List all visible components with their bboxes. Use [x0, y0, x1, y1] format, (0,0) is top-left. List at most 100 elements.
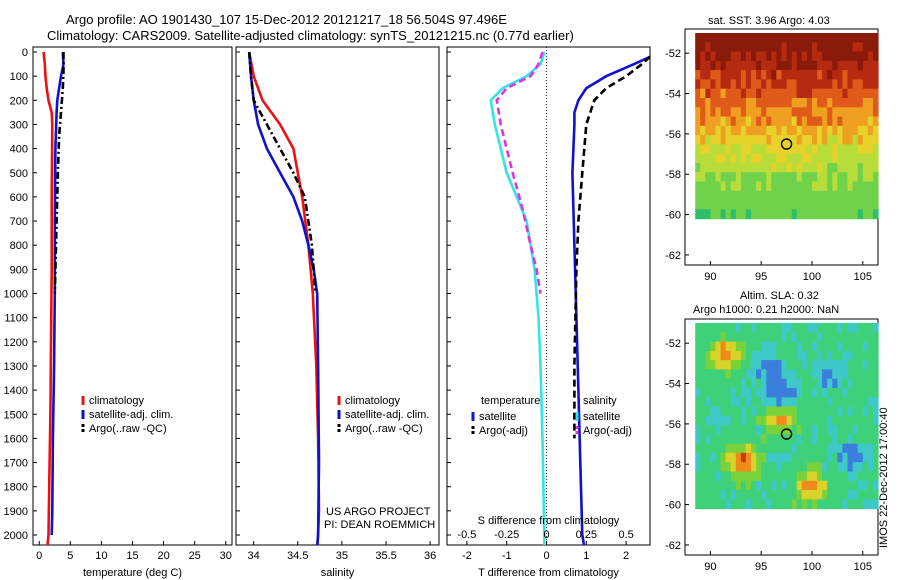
sla_map-cell: [817, 332, 823, 343]
sst_map-cell: [735, 79, 742, 90]
depth-tick-label: 200: [10, 95, 28, 107]
sst_map-cell: [796, 135, 803, 145]
sla_map-cell: [822, 462, 828, 473]
sla_map-cell: [761, 388, 767, 398]
sla_map-cell: [847, 388, 854, 398]
sla_map-cell: [725, 443, 732, 454]
sst_map-cell: [786, 51, 793, 62]
sla_map-cell: [796, 434, 803, 445]
sst_map-cell: [720, 88, 727, 99]
sla_map-cell: [725, 369, 732, 380]
depth-tick-label: 300: [10, 119, 28, 131]
temperature-xtick-label: 5: [67, 550, 73, 562]
sla_map-panel: 90 95 100 105-52-54-56-58-60-62: [665, 318, 879, 573]
sst_map-cell: [776, 135, 783, 145]
sst_map-cell: [837, 60, 844, 71]
sla_map-cell: [862, 452, 869, 463]
sst_map-cell: [827, 153, 833, 164]
depth-tick-label: 1100: [4, 313, 28, 325]
sla_map-cell: [776, 425, 783, 435]
temperature-series-2: [53, 52, 65, 294]
sst_map-cell: [725, 153, 732, 164]
sst_map-cell: [862, 209, 869, 220]
sst_map-cell: [862, 162, 869, 173]
sla_map-cell: [735, 490, 742, 500]
sla_map-cell: [827, 443, 833, 454]
sst_map-cell: [756, 209, 762, 220]
sst_map-cell: [827, 51, 833, 62]
sla_map-cell: [862, 388, 869, 398]
sst_map-cell: [837, 162, 844, 173]
sla_map-cell: [766, 471, 772, 482]
sla_map-cell: [710, 406, 717, 417]
sla_map-cell: [857, 480, 864, 491]
sst_map-cell: [847, 153, 854, 164]
sst_map-cell: [700, 33, 706, 43]
sst_map-cell: [735, 88, 742, 99]
sla_map-cell: [700, 397, 706, 408]
sst_map-cell: [705, 144, 711, 155]
sla_map-cell: [710, 434, 717, 445]
sla_map-cell: [710, 471, 717, 482]
sst_map-cell: [867, 88, 874, 99]
sla_map-cell: [700, 332, 706, 343]
sla_map-cell: [786, 350, 793, 361]
sst_map-cell: [725, 162, 732, 173]
sla_map-cell: [710, 350, 717, 361]
sst_map-cell: [796, 116, 803, 127]
sla_map-cell: [832, 415, 838, 426]
sla_map-cell: [725, 490, 732, 500]
sla_map-cell: [695, 452, 701, 463]
sla_map-cell: [715, 397, 722, 408]
sst_map-cell: [806, 181, 813, 192]
sla_map-cell: [710, 378, 717, 389]
sst_map-cell: [781, 33, 788, 43]
sla_map-cell: [842, 388, 849, 398]
sla_map-cell: [832, 425, 838, 435]
sst_map-cell: [710, 144, 717, 155]
sst_map-cell: [852, 33, 859, 43]
sst_map-cell: [806, 107, 813, 118]
sla_map-cell: [740, 499, 747, 510]
sla_map-cell: [847, 434, 854, 445]
sst_map-cell: [796, 33, 803, 43]
sst_map-cell: [847, 209, 854, 220]
sst_map-cell: [715, 98, 722, 108]
sla_map-cell: [796, 480, 803, 491]
sst_map-cell: [715, 172, 722, 183]
sst_map-cell: [761, 200, 767, 210]
sla_map-cell: [847, 332, 854, 343]
sla_map-cell: [852, 397, 859, 408]
sst_map-cell: [735, 125, 742, 136]
sst_map-cell: [817, 190, 823, 201]
sla_map-cell: [720, 397, 727, 408]
sst_map-cell: [695, 209, 701, 220]
sst_map-cell: [837, 98, 844, 108]
sst_map-cell: [812, 200, 818, 210]
sla_map-cell: [740, 462, 747, 473]
sla_map-cell: [730, 388, 737, 398]
sla_map-ytick-label: -54: [665, 379, 681, 391]
sst_map-cell: [705, 42, 711, 53]
sla_map-cell: [756, 471, 762, 482]
sst_map-cell: [801, 116, 808, 127]
sla_map-cell: [791, 397, 798, 408]
sst_map-cell: [781, 70, 788, 80]
sst_map-cell: [730, 33, 737, 43]
sst_map-cell: [740, 190, 747, 201]
sla_map-cell: [766, 406, 772, 417]
sst_map-cell: [862, 125, 869, 136]
sst_map-xtick-label: 100: [803, 271, 821, 283]
sst_map-cell: [695, 125, 701, 136]
sst_map-cell: [715, 33, 722, 43]
sla_map-cell: [817, 425, 823, 435]
sst_map-cell: [852, 98, 859, 108]
sst_map-cell: [837, 107, 844, 118]
sla_map-cell: [740, 323, 747, 333]
sla_map-cell: [700, 434, 706, 445]
sst_map-cell: [867, 181, 874, 192]
sst_map-cell: [872, 190, 879, 201]
sst_map-cell: [710, 172, 717, 183]
sla_map-cell: [766, 443, 772, 454]
sla_map-cell: [857, 434, 864, 445]
